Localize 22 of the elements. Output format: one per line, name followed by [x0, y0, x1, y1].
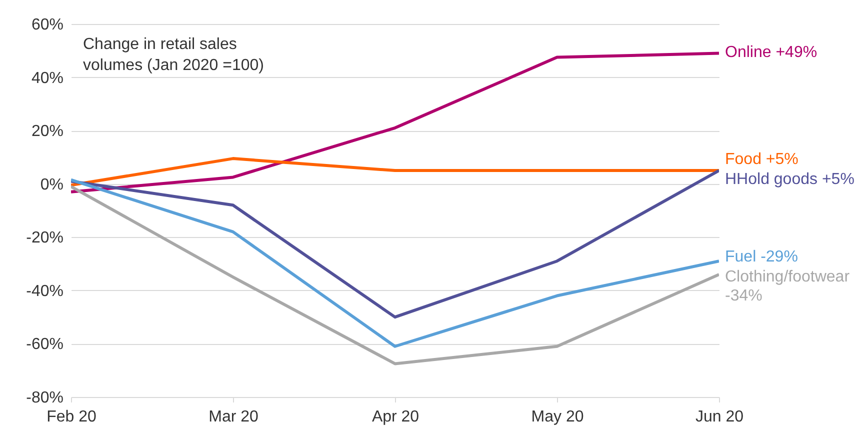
annotation: Change in retail sales — [83, 36, 237, 53]
y-tick-label: 20% — [31, 123, 64, 140]
x-tick-label: Feb 20 — [46, 408, 97, 426]
series-label: Food +5% — [725, 151, 798, 168]
annotation: volumes (Jan 2020 =100) — [83, 57, 264, 74]
series-label: Fuel -29% — [725, 248, 798, 266]
x-tick-label: Jun 20 — [695, 408, 744, 426]
line-series — [71, 169, 719, 319]
series-label: Online +49% — [725, 44, 818, 61]
y-tick-label: 60% — [31, 16, 64, 34]
y-tick-label: -60% — [26, 336, 64, 354]
y-tick-label: -40% — [26, 282, 64, 300]
y-tick-label: 0% — [40, 176, 64, 194]
line-series — [71, 52, 719, 194]
x-tick-label: Mar 20 — [208, 408, 258, 426]
series-label: HHold goods +5% — [725, 171, 854, 188]
x-tick-label: May 20 — [531, 408, 584, 426]
y-tick-label: -80% — [26, 390, 64, 406]
y-tick-label: -20% — [26, 230, 64, 247]
y-tick-label: 40% — [31, 70, 64, 87]
series-label: Clothing/footwear -34% — [725, 268, 850, 304]
x-tick-label: Apr 20 — [372, 408, 420, 426]
